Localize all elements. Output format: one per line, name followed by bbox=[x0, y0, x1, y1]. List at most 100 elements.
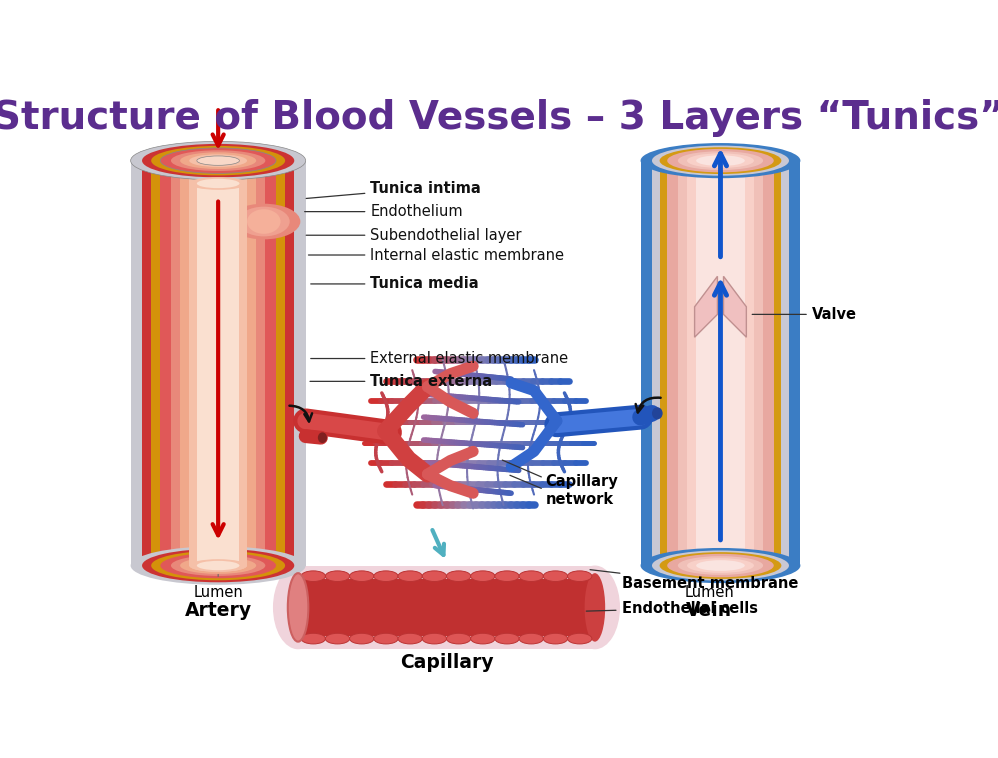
Ellipse shape bbox=[228, 204, 300, 240]
Ellipse shape bbox=[325, 571, 349, 581]
Ellipse shape bbox=[301, 571, 325, 581]
Text: Artery: Artery bbox=[185, 600, 251, 619]
Ellipse shape bbox=[349, 571, 374, 581]
Polygon shape bbox=[695, 277, 718, 337]
Bar bbox=[660, 161, 781, 565]
Ellipse shape bbox=[446, 571, 471, 581]
Ellipse shape bbox=[543, 571, 568, 581]
Ellipse shape bbox=[641, 143, 800, 178]
Ellipse shape bbox=[197, 561, 240, 570]
Ellipse shape bbox=[687, 558, 753, 573]
Ellipse shape bbox=[273, 565, 323, 650]
Text: Valve: Valve bbox=[752, 307, 857, 322]
Ellipse shape bbox=[697, 560, 745, 571]
Text: Lumen: Lumen bbox=[685, 585, 734, 600]
Ellipse shape bbox=[161, 553, 276, 578]
Ellipse shape bbox=[131, 142, 305, 180]
Ellipse shape bbox=[652, 146, 789, 176]
Ellipse shape bbox=[697, 155, 745, 166]
Polygon shape bbox=[724, 277, 747, 337]
Ellipse shape bbox=[568, 633, 592, 644]
Text: Tunica externa: Tunica externa bbox=[310, 374, 492, 389]
Ellipse shape bbox=[570, 565, 620, 650]
Ellipse shape bbox=[678, 152, 763, 170]
Bar bbox=[190, 161, 248, 565]
Ellipse shape bbox=[301, 633, 325, 644]
Ellipse shape bbox=[151, 551, 285, 581]
Ellipse shape bbox=[349, 633, 374, 644]
Ellipse shape bbox=[585, 573, 605, 642]
Ellipse shape bbox=[660, 147, 781, 174]
Ellipse shape bbox=[678, 556, 763, 575]
Ellipse shape bbox=[180, 557, 256, 574]
Bar bbox=[197, 183, 240, 565]
Ellipse shape bbox=[190, 155, 248, 167]
Ellipse shape bbox=[568, 571, 592, 581]
Ellipse shape bbox=[325, 633, 349, 644]
Ellipse shape bbox=[495, 571, 519, 581]
Ellipse shape bbox=[652, 550, 789, 581]
Bar bbox=[687, 161, 753, 565]
Ellipse shape bbox=[180, 152, 256, 169]
Ellipse shape bbox=[131, 547, 305, 584]
Bar bbox=[641, 161, 800, 565]
Bar bbox=[678, 161, 763, 565]
Bar bbox=[131, 161, 305, 565]
Text: Tunica media: Tunica media bbox=[310, 277, 479, 291]
Bar bbox=[180, 161, 256, 565]
Text: Capillary
network: Capillary network bbox=[546, 475, 618, 506]
Text: External elastic membrane: External elastic membrane bbox=[310, 351, 569, 366]
Bar bbox=[142, 161, 294, 565]
Ellipse shape bbox=[287, 573, 308, 642]
Bar bbox=[161, 161, 276, 565]
Ellipse shape bbox=[519, 571, 544, 581]
Ellipse shape bbox=[374, 633, 398, 644]
Text: Endothelium: Endothelium bbox=[304, 204, 463, 219]
Ellipse shape bbox=[197, 561, 240, 570]
Ellipse shape bbox=[197, 156, 240, 165]
Bar bbox=[171, 161, 265, 565]
Ellipse shape bbox=[660, 552, 781, 579]
Ellipse shape bbox=[668, 149, 773, 172]
Ellipse shape bbox=[190, 177, 248, 190]
Ellipse shape bbox=[398, 571, 422, 581]
Ellipse shape bbox=[641, 548, 800, 583]
Bar bbox=[298, 579, 595, 635]
Ellipse shape bbox=[687, 153, 753, 168]
Bar bbox=[697, 161, 745, 565]
Ellipse shape bbox=[248, 209, 280, 233]
Text: Internal elastic membrane: Internal elastic membrane bbox=[308, 248, 565, 262]
Ellipse shape bbox=[495, 633, 519, 644]
Ellipse shape bbox=[471, 633, 495, 644]
Ellipse shape bbox=[374, 571, 398, 581]
Ellipse shape bbox=[151, 146, 285, 175]
Text: Capillary: Capillary bbox=[399, 653, 493, 672]
Ellipse shape bbox=[543, 633, 568, 644]
Ellipse shape bbox=[238, 207, 289, 236]
Ellipse shape bbox=[171, 150, 265, 171]
Ellipse shape bbox=[142, 144, 294, 177]
Bar bbox=[190, 183, 248, 565]
Bar bbox=[151, 161, 285, 565]
Text: Vein: Vein bbox=[686, 600, 733, 619]
Ellipse shape bbox=[398, 633, 422, 644]
Ellipse shape bbox=[422, 571, 446, 581]
Ellipse shape bbox=[142, 549, 294, 582]
Ellipse shape bbox=[171, 555, 265, 576]
Ellipse shape bbox=[471, 571, 495, 581]
Ellipse shape bbox=[446, 633, 471, 644]
Ellipse shape bbox=[197, 179, 240, 188]
Text: Basement membrane: Basement membrane bbox=[590, 570, 798, 591]
Bar bbox=[197, 161, 240, 565]
Bar bbox=[298, 565, 595, 650]
Ellipse shape bbox=[317, 432, 327, 443]
Text: Subendothelial layer: Subendothelial layer bbox=[306, 227, 522, 243]
Text: Endothelial cells: Endothelial cells bbox=[586, 600, 757, 615]
Ellipse shape bbox=[519, 633, 544, 644]
Bar bbox=[668, 161, 773, 565]
Ellipse shape bbox=[190, 559, 248, 572]
Ellipse shape bbox=[422, 633, 446, 644]
Ellipse shape bbox=[668, 554, 773, 578]
Bar bbox=[652, 161, 789, 565]
Text: Tunica intima: Tunica intima bbox=[306, 180, 481, 199]
